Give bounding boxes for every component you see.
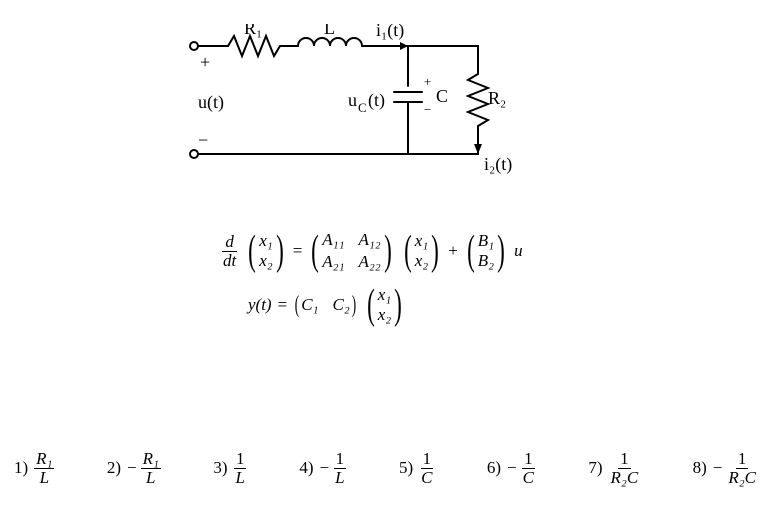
answer-fraction: 1R₂C <box>609 450 641 487</box>
ddt-fraction: d dt <box>220 233 239 270</box>
label-uc-tail: (t) <box>368 90 385 111</box>
answer-number: 4) <box>299 458 313 478</box>
answer-number: 2) <box>107 458 121 478</box>
label-R2: R₂ <box>488 88 506 108</box>
answer-fraction: 1C <box>419 450 434 487</box>
circuit-diagram: R₁ L i₁(t) + − u(t) u C (t) + − C R₂ i₂(… <box>178 24 518 189</box>
label-L: L <box>324 24 335 38</box>
state-vector-left: ( x₁ x₂ ) <box>245 230 286 272</box>
A-matrix: ( A₁₁A₁₂ A₂₁A₂₂ ) <box>308 230 394 272</box>
label-cap-minus: − <box>424 102 431 117</box>
answer-option: 8)−1R₂C <box>693 450 758 487</box>
answer-number: 3) <box>213 458 227 478</box>
B-vector: ( B₁ B₂ ) <box>464 230 508 272</box>
answer-option: 6)−1C <box>487 450 536 487</box>
answer-option: 7) 1R₂C <box>588 450 640 487</box>
answer-number: 6) <box>487 458 501 478</box>
answer-option: 1) R₁L <box>14 450 54 487</box>
answer-option: 4)−1L <box>299 450 346 487</box>
state-equation: d dt ( x₁ x₂ ) = ( A₁₁A₁₂ A₂₁A₂₂ ) <box>220 230 580 272</box>
answer-number: 8) <box>693 458 707 478</box>
label-i2: i₂(t) <box>484 154 512 175</box>
label-minus: − <box>198 130 208 150</box>
answer-row: 1)R₁L2)−R₁L3)1L4)−1L5)1C6)−1C7)1R₂C8)−1R… <box>14 450 758 487</box>
answer-option: 3) 1L <box>213 450 247 487</box>
label-C: C <box>436 86 448 106</box>
circuit-svg: R₁ L i₁(t) + − u(t) u C (t) + − C R₂ i₂(… <box>178 24 518 184</box>
state-vector-right: ( x₁ x₂ ) <box>401 230 442 272</box>
label-R1: R₁ <box>244 24 262 38</box>
equation-block: d dt ( x₁ x₂ ) = ( A₁₁A₁₂ A₂₁A₂₂ ) <box>220 230 580 338</box>
label-i1: i₁(t) <box>376 24 404 41</box>
y-of-t: y(t) <box>248 295 272 315</box>
minus-sign: − <box>713 458 723 478</box>
answer-fraction: 1C <box>521 450 536 487</box>
answer-fraction: 1R₂C <box>726 450 758 487</box>
answer-number: 1) <box>14 458 28 478</box>
answer-option: 2)−R₁L <box>107 450 161 487</box>
answer-option: 5) 1C <box>399 450 435 487</box>
state-vector-out: ( x₁ x₂ ) <box>364 284 405 326</box>
output-equation: y(t) = ( C₁ C₂ ) ( x₁ x₂ ) <box>248 284 580 326</box>
answer-fraction: R₁L <box>141 450 161 487</box>
plus: + <box>448 241 458 261</box>
minus-sign: − <box>507 458 517 478</box>
minus-sign: − <box>127 458 137 478</box>
minus-sign: − <box>320 458 330 478</box>
answer-number: 5) <box>399 458 413 478</box>
label-cap-plus: + <box>424 74 431 89</box>
label-uc-sub: C <box>358 100 367 115</box>
label-plus: + <box>200 52 210 72</box>
answer-fraction: R₁L <box>34 450 54 487</box>
equals: = <box>293 241 303 261</box>
input-u: u <box>514 241 523 261</box>
label-u: u(t) <box>198 92 224 113</box>
label-uc: u <box>348 90 357 110</box>
page-root: R₁ L i₁(t) + − u(t) u C (t) + − C R₂ i₂(… <box>0 0 772 516</box>
C-row-matrix: ( C₁ C₂ ) <box>293 293 358 317</box>
answer-fraction: 1L <box>333 450 346 487</box>
answer-fraction: 1L <box>233 450 246 487</box>
answer-number: 7) <box>588 458 602 478</box>
